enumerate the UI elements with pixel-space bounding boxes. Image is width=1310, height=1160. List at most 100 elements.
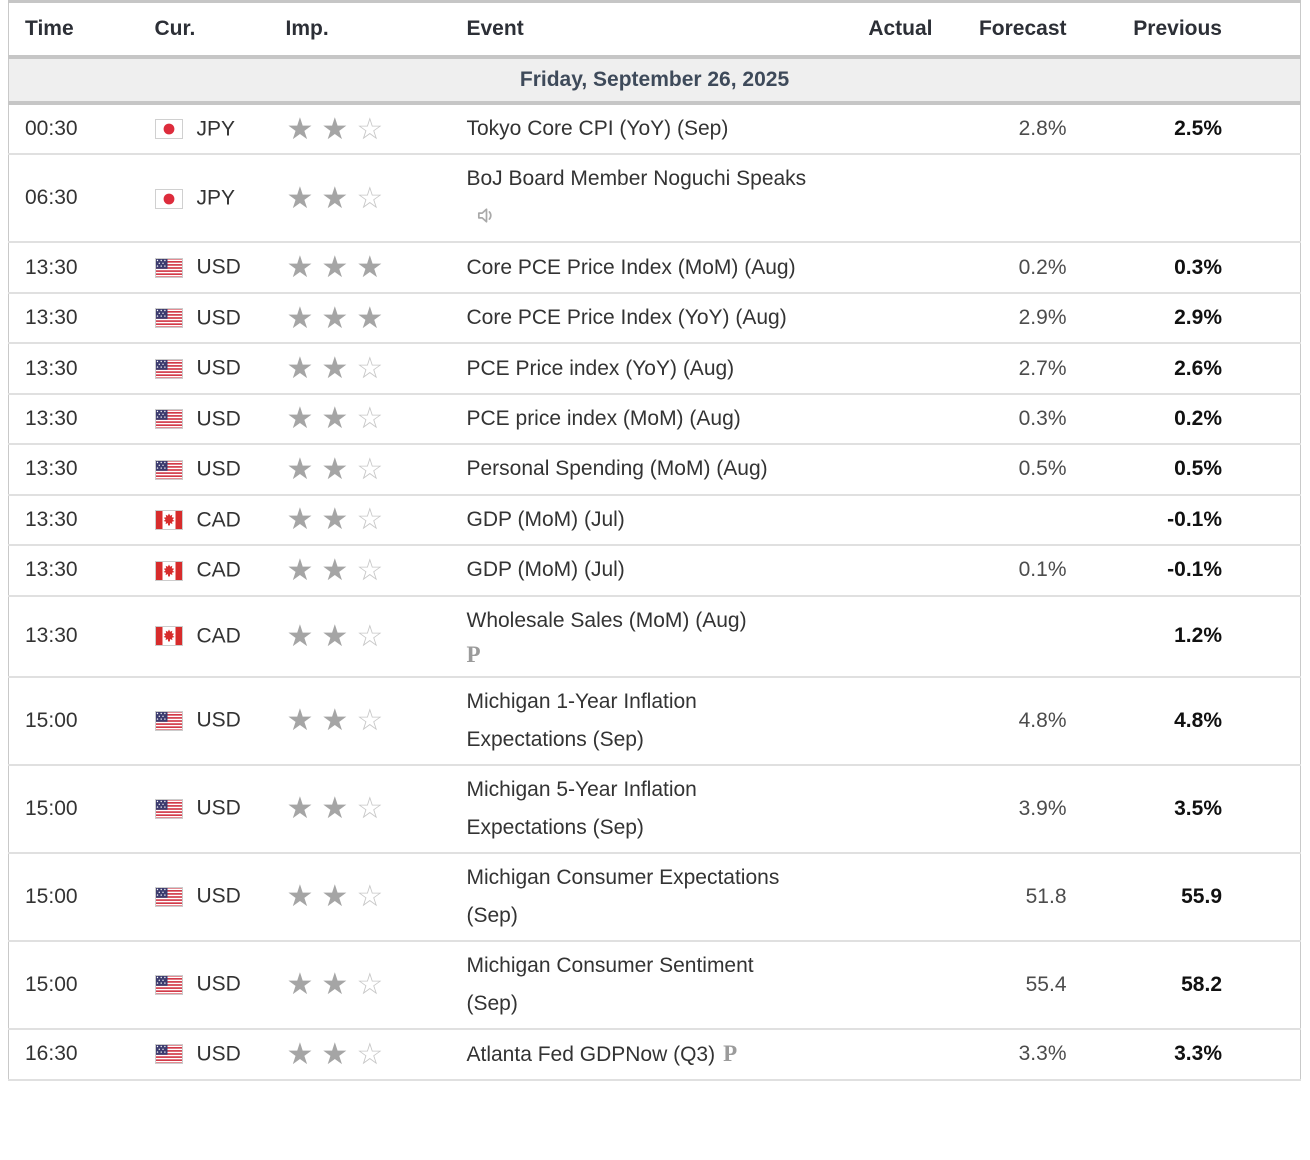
- table-row: 13:30 USD ★ ★ ★ Core PCE Price Index (MoM)…: [8, 242, 1301, 293]
- importance-star-empty-icon: ☆: [356, 352, 384, 386]
- us-flag-icon: [154, 409, 183, 430]
- event-link[interactable]: Michigan Consumer Sentiment (Sep): [466, 953, 754, 1015]
- time-cell: 16:30: [25, 1042, 78, 1066]
- currency-code: CAD: [196, 558, 241, 582]
- actual-cell: [859, 103, 943, 154]
- date-header: Friday, September 26, 2025: [8, 57, 1301, 105]
- importance-star-empty-icon: ☆: [356, 402, 384, 436]
- previous-cell: 58.2: [1181, 972, 1222, 996]
- importance-star-empty-icon: ☆: [356, 503, 384, 537]
- economic-calendar: Time Cur. Imp. Event Actual Forecast Pre…: [8, 0, 1301, 1081]
- importance-star-filled-icon: ★: [321, 251, 349, 285]
- us-flag-icon: [154, 886, 183, 907]
- event-link[interactable]: Tokyo Core CPI (YoY) (Sep): [466, 117, 729, 141]
- column-header-row: Time Cur. Imp. Event Actual Forecast Pre…: [8, 1, 1301, 59]
- currency-code: USD: [196, 1042, 241, 1066]
- event-link[interactable]: Michigan 5-Year Inflation Expectations (…: [466, 777, 697, 839]
- forecast-cell: 2.7%: [1018, 356, 1067, 380]
- forecast-cell: [943, 596, 1073, 677]
- importance-star-filled-icon: ★: [321, 1037, 349, 1071]
- time-cell: 13:30: [25, 356, 78, 380]
- time-cell: 13:30: [25, 407, 78, 431]
- actual-cell: [859, 394, 943, 444]
- event-cell: Atlanta Fed GDPNow (Q3) P: [460, 1029, 859, 1080]
- event-cell: GDP (MoM) (Jul): [460, 495, 859, 545]
- actual-cell: [859, 765, 943, 853]
- event-cell: Core PCE Price Index (YoY) (Aug): [460, 293, 859, 343]
- currency-code: JPY: [196, 186, 236, 210]
- us-flag-icon: [154, 358, 183, 379]
- currency-cell: USD: [131, 293, 286, 343]
- previous-cell: -0.1%: [1167, 558, 1222, 582]
- currency-cell: JPY: [131, 154, 286, 242]
- table-row: 15:00 USD ★ ★ ☆ Michigan 5-Year Inflation …: [8, 764, 1301, 853]
- time-cell: 13:30: [25, 507, 78, 531]
- ca-flag-icon: [154, 510, 183, 531]
- actual-cell: [859, 853, 943, 941]
- importance-star-empty-icon: ☆: [356, 553, 384, 587]
- event-cell: Tokyo Core CPI (YoY) (Sep): [460, 103, 859, 154]
- importance-cell: ★ ★ ☆: [286, 765, 460, 853]
- event-link[interactable]: Wholesale Sales (MoM) (Aug): [466, 608, 747, 632]
- previous-cell: 0.2%: [1174, 407, 1222, 431]
- forecast-cell: 2.9%: [1018, 306, 1067, 330]
- currency-cell: USD: [131, 1029, 286, 1080]
- importance-star-filled-icon: ★: [286, 503, 314, 537]
- currency-code: USD: [196, 796, 241, 820]
- event-link[interactable]: GDP (MoM) (Jul): [466, 558, 625, 582]
- currency-cell: USD: [131, 394, 286, 444]
- event-link[interactable]: Michigan Consumer Expectations (Sep): [466, 865, 780, 927]
- importance-star-filled-icon: ★: [286, 301, 314, 335]
- actual-cell: [859, 596, 943, 677]
- forecast-cell: 3.3%: [1018, 1042, 1067, 1066]
- currency-code: JPY: [196, 117, 236, 141]
- currency-cell: CAD: [131, 545, 286, 595]
- event-link[interactable]: Personal Spending (MoM) (Aug): [466, 457, 768, 481]
- importance-cell: ★ ★ ☆: [286, 444, 460, 494]
- table-row: 00:30 JPY ★ ★ ☆ Tokyo Core CPI (YoY) (Sep)…: [8, 103, 1301, 155]
- event-link[interactable]: Core PCE Price Index (MoM) (Aug): [466, 255, 796, 279]
- event-cell: Core PCE Price Index (MoM) (Aug): [460, 242, 859, 292]
- date-header-row: Friday, September 26, 2025: [8, 57, 1301, 105]
- actual-cell: [859, 293, 943, 343]
- table-row: 06:30 JPY ★ ★ ☆ BoJ Board Member Noguchi S…: [8, 154, 1301, 243]
- importance-star-filled-icon: ★: [321, 704, 349, 738]
- actual-cell: [859, 444, 943, 494]
- currency-cell: USD: [131, 765, 286, 853]
- importance-cell: ★ ★ ☆: [286, 596, 460, 677]
- column-header-forecast: Forecast: [942, 1, 1073, 59]
- importance-cell: ★ ★ ☆: [286, 853, 460, 941]
- table-row: 13:30 CAD ★ ★ ☆ Wholesale Sales (MoM) (Aug…: [8, 595, 1301, 677]
- previous-cell: 0.5%: [1174, 457, 1222, 481]
- event-link[interactable]: BoJ Board Member Noguchi Speaks: [467, 167, 806, 228]
- currency-code: USD: [196, 407, 241, 431]
- calendar-body: 00:30 JPY ★ ★ ☆ Tokyo Core CPI (YoY) (Sep)…: [8, 103, 1301, 1080]
- importance-star-filled-icon: ★: [286, 112, 314, 146]
- event-link[interactable]: Core PCE Price Index (YoY) (Aug): [466, 306, 787, 330]
- event-cell: Wholesale Sales (MoM) (Aug) P: [460, 596, 859, 677]
- column-header-previous: Previous: [1072, 1, 1301, 59]
- importance-cell: ★ ★ ☆: [286, 1029, 460, 1080]
- economic-calendar-table: Time Cur. Imp. Event Actual Forecast Pre…: [8, 0, 1301, 1081]
- ca-flag-icon: [154, 626, 183, 647]
- event-link[interactable]: PCE Price index (YoY) (Aug): [466, 356, 735, 380]
- event-cell: Michigan Consumer Sentiment (Sep): [460, 941, 859, 1029]
- us-flag-icon: [154, 710, 183, 731]
- forecast-cell: 0.5%: [1018, 457, 1067, 481]
- currency-cell: CAD: [131, 495, 286, 545]
- importance-cell: ★ ★ ☆: [286, 495, 460, 545]
- event-cell: PCE Price index (YoY) (Aug): [460, 343, 859, 393]
- event-link[interactable]: Atlanta Fed GDPNow (Q3) P: [466, 1040, 738, 1066]
- actual-cell: [859, 343, 943, 393]
- time-cell: 15:00: [25, 972, 78, 996]
- importance-cell: ★ ★ ☆: [286, 941, 460, 1029]
- table-row: 15:00 USD ★ ★ ☆ Michigan Consumer Sentimen…: [8, 940, 1301, 1029]
- previous-cell: 3.5%: [1174, 796, 1222, 820]
- currency-code: USD: [196, 255, 241, 279]
- forecast-cell: 2.8%: [1018, 117, 1067, 141]
- event-link[interactable]: PCE price index (MoM) (Aug): [466, 407, 741, 431]
- us-flag-icon: [154, 1044, 183, 1065]
- event-link[interactable]: GDP (MoM) (Jul): [466, 507, 625, 531]
- table-row: 13:30 USD ★ ★ ☆ PCE Price index (YoY) (Aug…: [8, 343, 1301, 394]
- event-link[interactable]: Michigan 1-Year Inflation Expectations (…: [466, 689, 697, 751]
